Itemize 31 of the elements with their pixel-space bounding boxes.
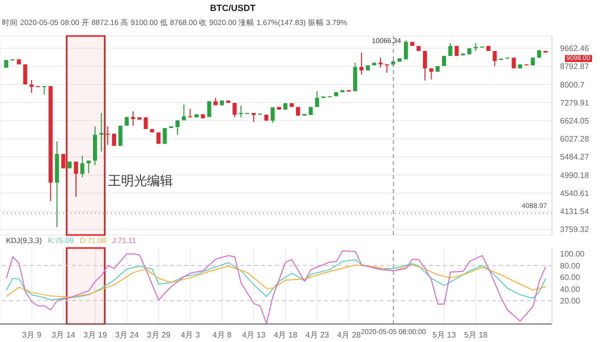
x-tick-label: 4月 28 — [337, 330, 362, 340]
y-tick-label: 3759.32 — [560, 225, 590, 234]
y-tick-label: 5484.27 — [560, 152, 590, 162]
x-tick-label: 3月 24 — [115, 330, 140, 340]
y-tick-label: 40.00 — [560, 284, 581, 294]
y-tick-label: 8792.87 — [560, 62, 590, 72]
x-tick-label: 4月 13 — [242, 330, 266, 340]
x-tick-label: 3月 19 — [83, 330, 108, 340]
x-tick-label: 3月 9 — [22, 330, 42, 340]
annotation: 王明光编辑 — [108, 172, 173, 190]
y-tick-label: 9662.46 — [560, 44, 590, 54]
y-tick-label: 6624.05 — [560, 116, 590, 126]
x-tick-label: 5月 18 — [464, 330, 488, 340]
chart-title: BTC/USDT — [209, 2, 256, 15]
y-tick-label: 7279.91 — [560, 98, 590, 108]
x-tick-label: 4月 18 — [274, 330, 298, 340]
y-tick-label: 4131.54 — [560, 207, 590, 216]
y-tick-label: 4990.18 — [560, 170, 590, 180]
y-tick-label: 20.00 — [560, 296, 581, 306]
x-tick-label: 4月 3 — [180, 330, 200, 340]
y-tick-label: 4540.61 — [560, 188, 590, 198]
x-tick-label: 4月 8 — [212, 330, 232, 340]
x-tick-label: 3月 29 — [146, 330, 171, 340]
y-tick-label: 60.00 — [560, 273, 581, 282]
x-tick-label: 5月 13 — [432, 330, 456, 340]
y-tick-label: 100.00 — [560, 250, 586, 259]
y-tick-label: 80.00 — [560, 261, 581, 270]
x-tick-label: 4月 23 — [305, 330, 330, 340]
x-tick-label: 3月 14 — [52, 330, 76, 340]
y-tick-label: 8000.7 — [560, 80, 586, 90]
y-tick-label: 6027.28 — [560, 134, 590, 144]
